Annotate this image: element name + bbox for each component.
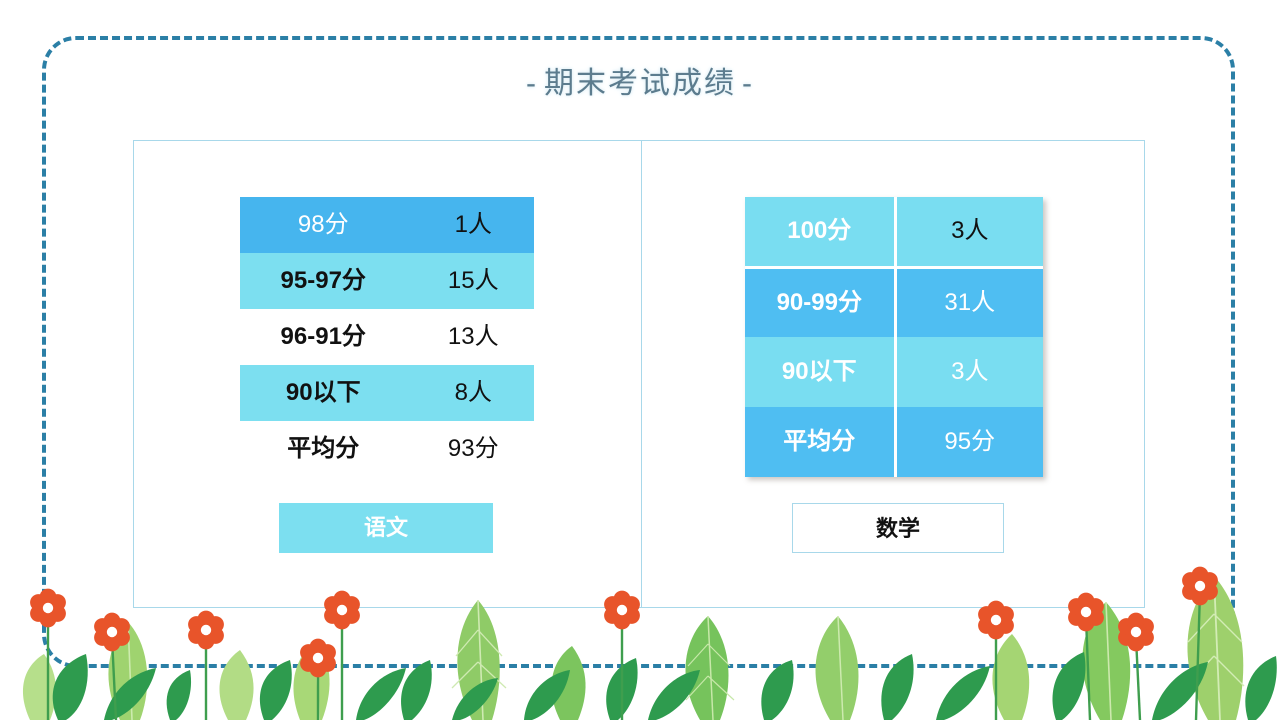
title-dash-right: - <box>742 67 754 100</box>
dashed-frame-border <box>42 36 1235 668</box>
score-range-label: 95-97分 <box>240 253 413 309</box>
page-title: - 期末考试成绩 - <box>0 58 1280 102</box>
table-row: 96-91分 13人 <box>240 309 534 365</box>
table-row: 100分 3人 <box>745 197 1043 269</box>
table-row: 95-97分 15人 <box>240 253 534 309</box>
math-section: 100分 3人 90-99分 31人 90以下 3人 平均分 95分 <box>642 141 1144 607</box>
table-row: 98分 1人 <box>240 197 534 253</box>
table-row: 90以下 3人 <box>745 337 1043 407</box>
score-range-label: 98分 <box>240 197 413 253</box>
table-row: 平均分 95分 <box>745 407 1043 477</box>
subject-label-chinese: 语文 <box>279 503 493 553</box>
score-count-value: 13人 <box>412 309 534 365</box>
average-score-value: 95分 <box>895 407 1043 477</box>
average-score-value: 93分 <box>412 421 534 477</box>
score-range-label: 100分 <box>745 197 897 269</box>
title-dash-left: - <box>526 67 538 100</box>
score-range-label: 90以下 <box>240 365 413 421</box>
chinese-section: 98分 1人 95-97分 15人 96-91分 13人 90以下 8人 <box>134 141 641 607</box>
subject-label-math: 数学 <box>792 503 1004 553</box>
score-count-value: 31人 <box>895 267 1043 337</box>
average-score-label: 平均分 <box>240 421 413 477</box>
score-count-value: 15人 <box>412 253 534 309</box>
score-count-value: 8人 <box>412 365 534 421</box>
math-score-table: 100分 3人 90-99分 31人 90以下 3人 平均分 95分 <box>745 197 1043 477</box>
panel-vertical-divider <box>641 141 642 607</box>
chinese-score-table: 98分 1人 95-97分 15人 96-91分 13人 90以下 8人 <box>240 197 534 477</box>
score-range-label: 90-99分 <box>745 267 897 337</box>
table-row: 90-99分 31人 <box>745 267 1043 337</box>
table-row: 平均分 93分 <box>240 421 534 477</box>
score-count-value: 3人 <box>895 337 1043 407</box>
score-count-value: 3人 <box>895 197 1043 269</box>
score-range-label: 90以下 <box>745 337 897 407</box>
content-panel: 98分 1人 95-97分 15人 96-91分 13人 90以下 8人 <box>133 140 1145 608</box>
average-score-label: 平均分 <box>745 407 897 477</box>
score-count-value: 1人 <box>412 197 534 253</box>
score-range-label: 96-91分 <box>240 309 413 365</box>
title-text: 期末考试成绩 <box>544 67 736 100</box>
table-row: 90以下 8人 <box>240 365 534 421</box>
